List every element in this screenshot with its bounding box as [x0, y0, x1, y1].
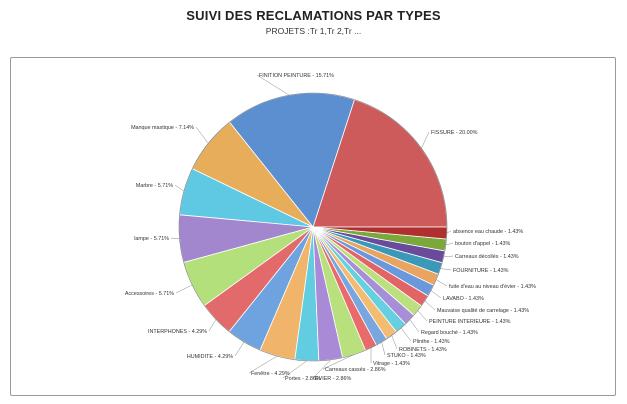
slice-label: Marbre - 5.71%: [136, 183, 173, 189]
pie-outline: [178, 92, 448, 362]
slice-label: fuite d'eau au niveau d'évier - 1.43%: [449, 284, 536, 290]
slice-label: Mauvaise qualité de carrelage - 1.43%: [437, 308, 529, 314]
leader-line: [248, 355, 278, 374]
slice-label: HUMIDITE - 4.29%: [187, 354, 233, 360]
leader-line: [446, 230, 452, 234]
slice-label: lampe - 5.71%: [134, 236, 169, 242]
slice-label: absence eau chaude - 1.43%: [453, 229, 523, 235]
slice-label: LAVABO - 1.43%: [443, 296, 484, 302]
leader-line: [282, 360, 307, 379]
slice-label: Carreaux cassés - 2.86%: [325, 367, 386, 373]
slice-label: FISSURE - 20.00%: [431, 130, 478, 136]
slice-label: FOURNITURE - 1.43%: [453, 268, 509, 274]
slice-label: EVIER - 2.86%: [315, 376, 351, 382]
leader-line: [445, 242, 454, 246]
leader-line: [175, 284, 193, 294]
chart-subtitle: PROJETS :Tr 1,Tr 2,Tr ...: [265, 26, 362, 36]
slice-label: INTERPHONES - 4.29%: [148, 329, 207, 335]
slice-label: Portes - 2.86%: [285, 376, 321, 382]
leader-line: [443, 255, 454, 258]
slice-label: Plinthe - 1.43%: [413, 339, 450, 345]
leader-line: [170, 237, 180, 240]
leader-line: [400, 327, 412, 342]
leader-line: [421, 131, 430, 149]
pie-chart: FISSURE - 20.00% FINITION PEINTURE - 15.7…: [125, 73, 536, 382]
leader-line: [409, 319, 420, 333]
slice-label: Accessoires - 5.71%: [125, 291, 174, 297]
slice-label: Regard bouché - 1.43%: [421, 330, 478, 336]
leader-line: [424, 300, 436, 311]
slice-label: Vitrage - 1.43%: [373, 361, 410, 367]
slice-label: Fenêtre - 4.29%: [251, 371, 290, 377]
leader-line: [174, 184, 185, 192]
leader-line: [208, 319, 217, 332]
slice-label: FINITION PEINTURE - 15.71%: [259, 73, 334, 79]
leader-line: [322, 354, 355, 370]
leader-line: [430, 290, 442, 299]
chart-title: SUIVI DES RECLAMATIONS PAR TYPES: [186, 8, 441, 23]
slice-label: ROBINETS - 1.43%: [399, 347, 447, 353]
slice-label: Manque mastique - 7.14%: [131, 125, 194, 131]
slice-label: Carreaux décollés - 1.43%: [455, 254, 519, 260]
leader-line: [256, 74, 290, 96]
leader-line: [417, 310, 428, 322]
leader-line: [381, 342, 386, 356]
leader-line: [436, 279, 448, 287]
leader-line: [440, 268, 452, 271]
slice-label: PEINTURE INTERIEURE - 1.43%: [429, 319, 511, 325]
chart-frame: FISSURE - 20.00% FINITION PEINTURE - 15.7…: [10, 57, 616, 396]
leader-line: [195, 126, 209, 144]
slice-label: bouton d'appel - 1.43%: [455, 241, 510, 247]
leader-line: [391, 335, 398, 350]
leader-line: [312, 359, 332, 379]
slice-label: STUKO - 1.43%: [387, 353, 426, 359]
leader-line: [234, 341, 245, 357]
